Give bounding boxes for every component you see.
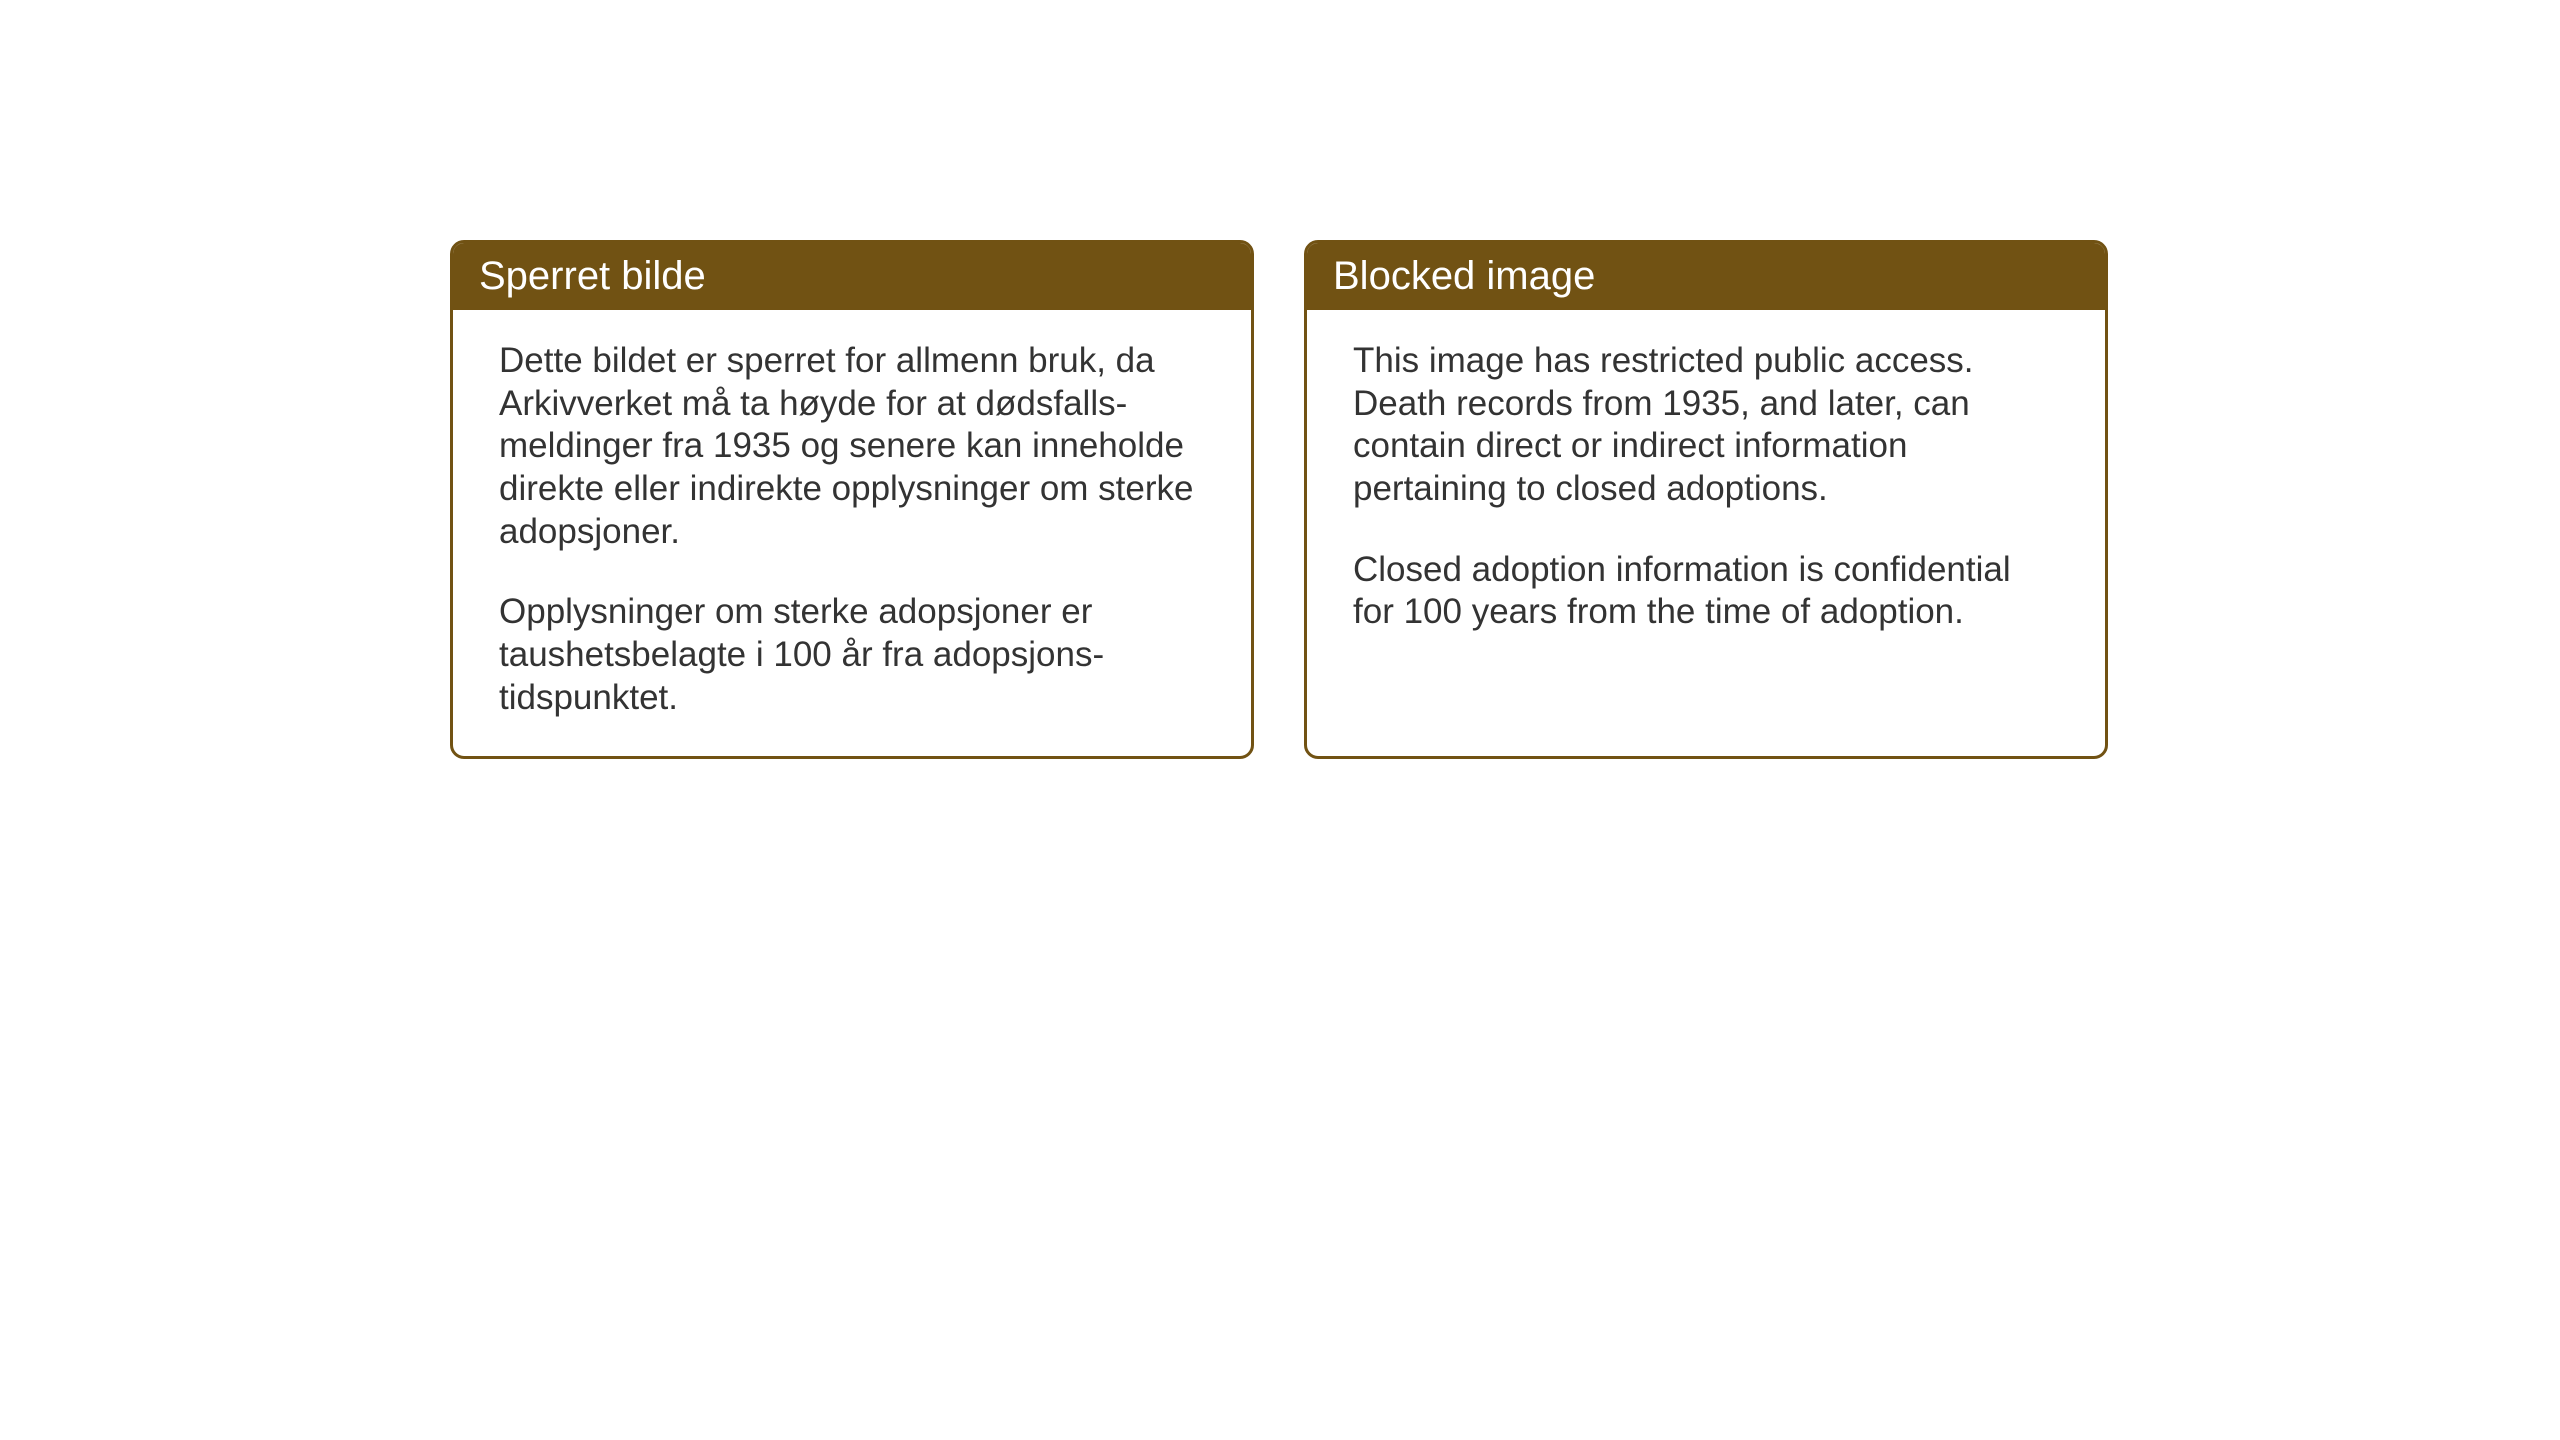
notice-card-norwegian: Sperret bilde Dette bildet er sperret fo… <box>450 240 1254 759</box>
paragraph-1-norwegian: Dette bildet er sperret for allmenn bruk… <box>499 340 1205 553</box>
card-title-english: Blocked image <box>1333 254 1595 298</box>
notice-card-english: Blocked image This image has restricted … <box>1304 240 2108 759</box>
notice-container: Sperret bilde Dette bildet er sperret fo… <box>450 240 2108 759</box>
card-body-english: This image has restricted public access.… <box>1307 310 2105 704</box>
card-title-norwegian: Sperret bilde <box>479 254 706 298</box>
card-header-norwegian: Sperret bilde <box>453 243 1251 310</box>
paragraph-2-norwegian: Opplysninger om sterke adopsjoner er tau… <box>499 591 1205 719</box>
paragraph-2-english: Closed adoption information is confident… <box>1353 549 2059 634</box>
card-header-english: Blocked image <box>1307 243 2105 310</box>
paragraph-1-english: This image has restricted public access.… <box>1353 340 2059 511</box>
card-body-norwegian: Dette bildet er sperret for allmenn bruk… <box>453 310 1251 756</box>
